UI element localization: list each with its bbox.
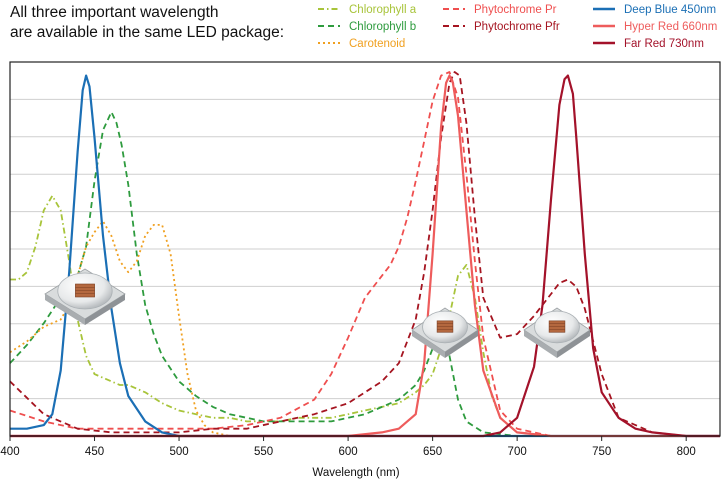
series-layer — [9, 71, 720, 438]
series-line-0 — [10, 194, 720, 437]
x-axis-ticks: 400 450 500 550 600 650 700 750 800 — [0, 436, 696, 458]
legend-label-3: Phytochrome Pr — [474, 4, 557, 16]
x-tick-label: 650 — [423, 446, 442, 458]
legend-label-1: Chlorophyll b — [349, 21, 416, 33]
led-package-icon — [44, 268, 126, 325]
title-line-1: All three important wavelength — [10, 4, 219, 21]
legend-label-2: Carotenoid — [349, 38, 405, 50]
series-line-7 — [10, 74, 720, 438]
legend-label-0: Chlorophyll a — [349, 4, 417, 16]
x-tick-label: 400 — [0, 446, 19, 458]
legend-label-4: Phytochrome Pfr — [474, 21, 560, 33]
plot-frame — [9, 61, 721, 437]
series-line-5 — [10, 74, 720, 438]
x-tick-label: 700 — [508, 446, 527, 458]
led-package-icon — [411, 307, 479, 358]
x-tick-label: 500 — [169, 446, 188, 458]
x-axis-label: Wavelength (nm) — [312, 467, 399, 479]
series-line-6 — [10, 74, 720, 438]
chart-title: All three important wavelength are avail… — [10, 4, 284, 41]
x-tick-label: 450 — [85, 446, 104, 458]
x-tick-label: 600 — [339, 446, 358, 458]
legend-label-6: Hyper Red 660nm — [624, 21, 717, 33]
series-line-1 — [9, 111, 720, 437]
legend-label-7: Far Red 730nm — [624, 38, 704, 50]
x-tick-label: 550 — [254, 446, 273, 458]
x-tick-label: 800 — [677, 446, 696, 458]
plot-border — [9, 61, 721, 437]
grid-lines — [10, 98, 720, 400]
title-line-2: are available in the same LED package: — [10, 24, 284, 41]
legend-label-5: Deep Blue 450nm — [624, 4, 716, 16]
led-package-icon — [523, 307, 591, 358]
x-tick-label: 750 — [592, 446, 611, 458]
legend: Chlorophyll a Chlorophyll b Carotenoid Phyt… — [318, 4, 717, 50]
led-packages — [44, 268, 591, 358]
